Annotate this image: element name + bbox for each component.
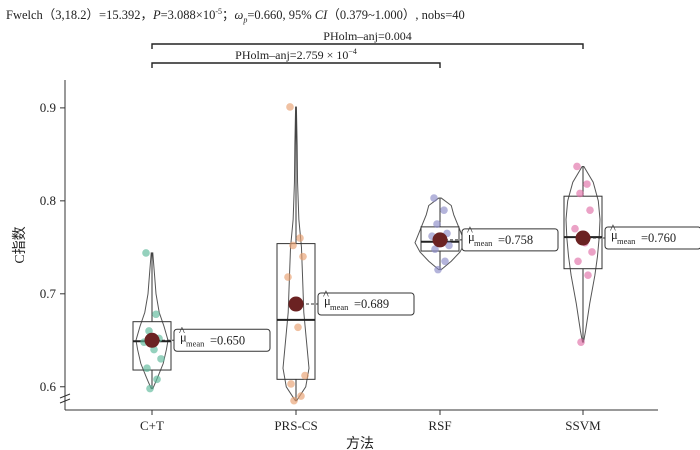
mean-hat: ^	[179, 324, 185, 338]
data-point	[289, 241, 297, 250]
nobs-value: , nobs=40	[415, 8, 465, 22]
data-point	[287, 380, 295, 388]
comparison-p-value: PHolm–anj=2.759 × 10−4	[235, 47, 357, 62]
mean-hat: ^	[467, 224, 473, 238]
data-point	[574, 257, 582, 266]
data-point	[434, 265, 442, 274]
x-tick-label: PRS-CS	[274, 418, 317, 433]
group-rsf: μ^mean =0.758	[414, 194, 559, 274]
comparison-bracket	[151, 43, 584, 49]
x-tick-label: RSF	[428, 418, 451, 433]
data-point	[146, 384, 154, 393]
data-point	[431, 245, 439, 253]
group-ssvm: μ^mean =0.760	[563, 162, 700, 346]
mean-value-label: =0.758	[498, 233, 533, 247]
separator: ；	[222, 8, 235, 22]
data-point	[284, 273, 292, 281]
y-tick-label: 0.8	[40, 193, 56, 208]
box	[563, 195, 603, 270]
mean-point	[575, 230, 591, 246]
mean-symbol: μ	[468, 230, 475, 244]
data-point	[157, 355, 165, 363]
mean-point	[432, 232, 448, 248]
y-axis-title: C指数	[12, 226, 28, 263]
data-point	[588, 248, 596, 256]
mean-label-box	[173, 328, 271, 352]
ci-label: CI	[314, 8, 328, 22]
data-point	[573, 162, 581, 171]
data-point	[441, 257, 449, 266]
data-point	[142, 249, 150, 257]
data-point	[571, 224, 579, 233]
mean-symbol: μ	[180, 330, 187, 344]
comparison-p-value: PHolm–anj=0.004	[323, 29, 411, 43]
mean-point	[288, 296, 304, 312]
mean-value-label: =0.650	[210, 333, 245, 347]
group-prs-cs: μ^mean =0.689	[276, 103, 415, 405]
box	[132, 321, 172, 371]
data-point	[290, 396, 298, 405]
violin-outline	[135, 252, 169, 390]
data-point	[301, 371, 309, 380]
y-tick-label: 0.9	[40, 100, 56, 115]
data-point	[433, 220, 441, 228]
data-point	[286, 103, 294, 111]
ci-value: （0.379~1.000）	[327, 8, 416, 22]
mean-value-label: =0.689	[354, 297, 389, 311]
x-tick-label: SSVM	[565, 418, 601, 433]
data-point	[586, 206, 594, 214]
data-point	[576, 189, 584, 198]
data-point	[445, 241, 453, 250]
x-axis-title: 方法	[346, 436, 374, 450]
data-point	[430, 194, 438, 202]
mean-subscript: mean	[617, 236, 636, 246]
p-label: P	[152, 8, 161, 22]
omega-symbol: ω	[234, 8, 244, 22]
data-point	[583, 180, 591, 188]
box	[420, 226, 460, 252]
mean-subscript: mean	[330, 302, 349, 312]
data-point	[153, 375, 161, 384]
data-point	[296, 234, 304, 242]
mean-point	[144, 332, 160, 348]
data-point	[297, 392, 305, 400]
mean-hat: ^	[323, 288, 329, 302]
test-statistics-header: Fwelch（3,18.2）=15.392，P=3.088×10-5；ωp=0.…	[6, 4, 465, 25]
mean-label-box	[604, 226, 700, 250]
y-tick-label: 0.7	[40, 286, 57, 301]
group-c-t: μ^mean =0.650	[132, 249, 271, 393]
comparison-p-exponent: −4	[348, 47, 357, 56]
data-point	[294, 323, 302, 332]
data-point	[577, 338, 585, 346]
mean-hat: ^	[610, 222, 616, 236]
y-tick-label: 0.6	[40, 379, 57, 394]
mean-symbol: μ	[611, 228, 618, 242]
mean-label-box	[461, 228, 559, 252]
axis-break-mark	[59, 393, 71, 404]
data-point	[440, 206, 448, 214]
p-exponent: -5	[215, 6, 223, 16]
mean-subscript: mean	[186, 338, 205, 348]
mean-value-label: =0.760	[641, 231, 676, 245]
comparison-bracket	[151, 62, 441, 68]
stats-prefix: Fwelch（3,18.2）=15.392，	[6, 8, 153, 22]
data-point	[143, 364, 151, 372]
mean-subscript: mean	[474, 238, 493, 248]
x-tick-label: C+T	[140, 418, 164, 433]
omega-subscript: p	[243, 15, 248, 25]
data-point	[152, 310, 160, 319]
data-point	[299, 252, 307, 261]
mean-symbol: μ	[324, 294, 331, 308]
p-value: =3.088×10	[160, 8, 216, 22]
mean-label-box	[317, 292, 415, 316]
omega-value: =0.660, 95%	[247, 8, 315, 22]
data-point	[584, 271, 592, 280]
